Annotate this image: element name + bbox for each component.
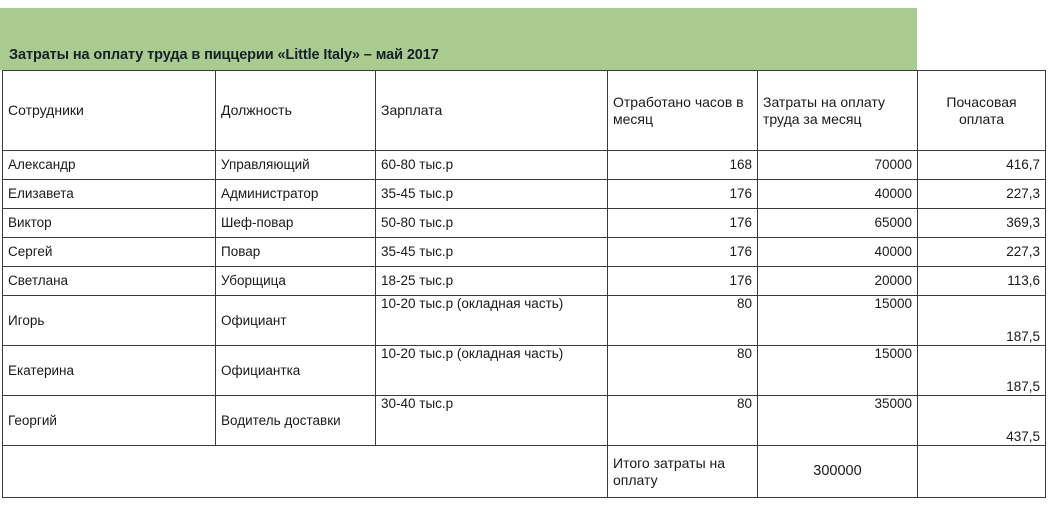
cell-salary[interactable]: 50-80 тыс.р xyxy=(375,208,608,238)
table-row: Александр Управляющий 60-80 тыс.р 168 70… xyxy=(2,150,1046,180)
cell-hours[interactable]: 176 xyxy=(607,266,758,296)
cell-hours[interactable]: 80 xyxy=(607,395,758,446)
cell-rate[interactable]: 113,6 xyxy=(917,266,1046,296)
cell-salary[interactable]: 35-45 тыс.р xyxy=(375,179,608,209)
table-header-row: Сотрудники Должность Зарплата Отработано… xyxy=(2,70,1046,151)
cell-salary[interactable]: 10-20 тыс.р (окладная часть) xyxy=(375,345,608,396)
cell-position[interactable]: Водитель доставки xyxy=(215,395,376,446)
cell-employee[interactable]: Сергей xyxy=(2,237,216,267)
table-row: Елизавета Администратор 35-45 тыс.р 176 … xyxy=(2,179,1046,209)
table-row: Сергей Повар 35-45 тыс.р 176 40000 227,3 xyxy=(2,237,1046,267)
cell-employee[interactable]: Виктор xyxy=(2,208,216,238)
cell-position[interactable]: Уборщица xyxy=(215,266,376,296)
cell-cost[interactable]: 15000 xyxy=(757,345,918,396)
cell-position[interactable]: Администратор xyxy=(215,179,376,209)
table-row: Игорь Официант 10-20 тыс.р (окладная час… xyxy=(2,295,1046,346)
cell-rate[interactable]: 416,7 xyxy=(917,150,1046,180)
total-label[interactable]: Итого затраты на оплату xyxy=(607,445,758,498)
cell-rate[interactable]: 227,3 xyxy=(917,237,1046,267)
cell-hours[interactable]: 80 xyxy=(607,295,758,346)
cell-hours[interactable]: 176 xyxy=(607,237,758,267)
cell-employee[interactable]: Светлана xyxy=(2,266,216,296)
cell-position[interactable]: Повар xyxy=(215,237,376,267)
column-header-position[interactable]: Должность xyxy=(215,70,376,151)
column-header-salary[interactable]: Зарплата xyxy=(375,70,608,151)
table-total-row: Итого затраты на оплату 300000 xyxy=(2,445,1046,498)
cell-employee[interactable]: Екатерина xyxy=(2,345,216,396)
cell-salary[interactable]: 10-20 тыс.р (окладная часть) xyxy=(375,295,608,346)
cell-position[interactable]: Шеф-повар xyxy=(215,208,376,238)
cell-position[interactable]: Официантка xyxy=(215,345,376,396)
total-spacer-cell[interactable] xyxy=(2,445,608,498)
cell-position[interactable]: Официант xyxy=(215,295,376,346)
cell-hours[interactable]: 176 xyxy=(607,179,758,209)
column-header-employees[interactable]: Сотрудники xyxy=(2,70,216,151)
total-blank-cell[interactable] xyxy=(917,445,1046,498)
table-row: Светлана Уборщица 18-25 тыс.р 176 20000 … xyxy=(2,266,1046,296)
cell-employee[interactable]: Игорь xyxy=(2,295,216,346)
cell-employee[interactable]: Георгий xyxy=(2,395,216,446)
cell-cost[interactable]: 65000 xyxy=(757,208,918,238)
cell-rate[interactable]: 187,5 xyxy=(917,345,1046,396)
cell-position[interactable]: Управляющий xyxy=(215,150,376,180)
cell-rate[interactable]: 227,3 xyxy=(917,179,1046,209)
cell-employee[interactable]: Елизавета xyxy=(2,179,216,209)
cell-employee[interactable]: Александр xyxy=(2,150,216,180)
cell-cost[interactable]: 15000 xyxy=(757,295,918,346)
cell-salary[interactable]: 35-45 тыс.р xyxy=(375,237,608,267)
cell-salary[interactable]: 30-40 тыс.р xyxy=(375,395,608,446)
column-header-hourly-rate[interactable]: Почасовая оплата xyxy=(917,70,1046,151)
cell-rate[interactable]: 187,5 xyxy=(917,295,1046,346)
cell-cost[interactable]: 20000 xyxy=(757,266,918,296)
total-value[interactable]: 300000 xyxy=(757,445,918,498)
cell-salary[interactable]: 18-25 тыс.р xyxy=(375,266,608,296)
column-header-hours-per-month[interactable]: Отработано часов в месяц xyxy=(607,70,758,151)
cell-cost[interactable]: 70000 xyxy=(757,150,918,180)
cell-cost[interactable]: 40000 xyxy=(757,237,918,267)
table-row: Екатерина Официантка 10-20 тыс.р (окладн… xyxy=(2,345,1046,396)
title-banner: Затраты на оплату труда в пиццерии «Litt… xyxy=(0,8,917,70)
table-row: Виктор Шеф-повар 50-80 тыс.р 176 65000 3… xyxy=(2,208,1046,238)
cell-rate[interactable]: 437,5 xyxy=(917,395,1046,446)
cell-cost[interactable]: 40000 xyxy=(757,179,918,209)
page-title: Затраты на оплату труда в пиццерии «Litt… xyxy=(9,47,439,63)
cell-salary[interactable]: 60-80 тыс.р xyxy=(375,150,608,180)
cell-hours[interactable]: 80 xyxy=(607,345,758,396)
cell-rate[interactable]: 369,3 xyxy=(917,208,1046,238)
table-row: Георгий Водитель доставки 30-40 тыс.р 80… xyxy=(2,395,1046,446)
cell-cost[interactable]: 35000 xyxy=(757,395,918,446)
payroll-table: Сотрудники Должность Зарплата Отработано… xyxy=(2,70,1046,498)
column-header-monthly-labor-cost[interactable]: Затраты на оплату труда за месяц xyxy=(757,70,918,151)
cell-hours[interactable]: 176 xyxy=(607,208,758,238)
cell-hours[interactable]: 168 xyxy=(607,150,758,180)
